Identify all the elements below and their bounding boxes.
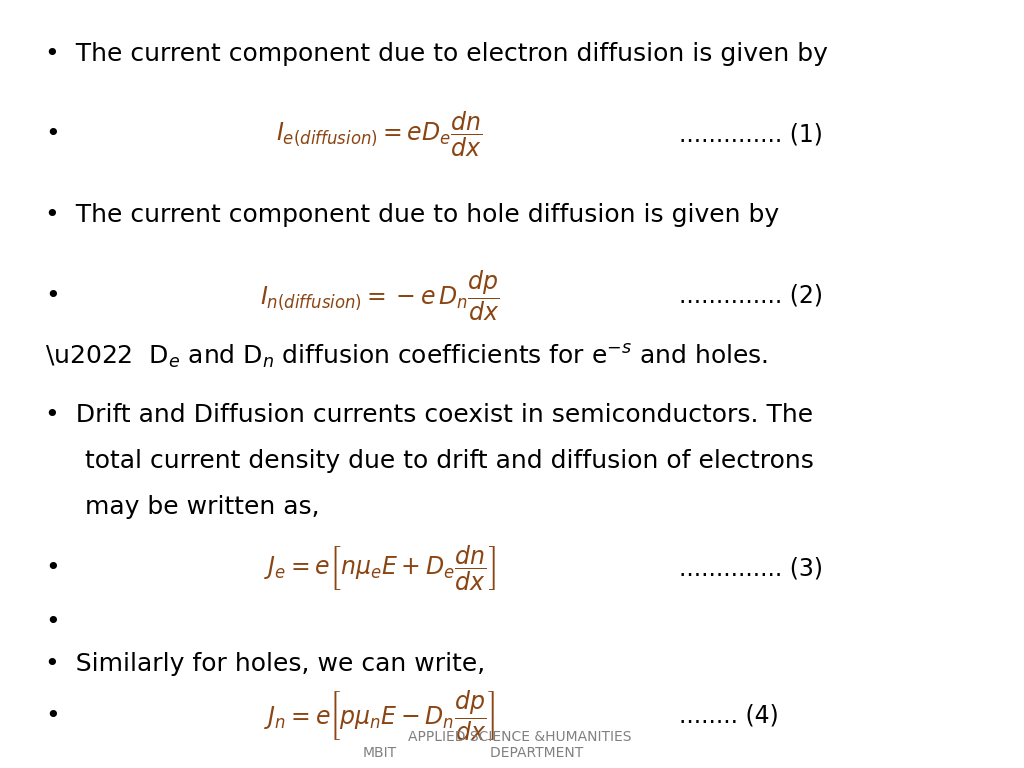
Text: •  Similarly for holes, we can write,: • Similarly for holes, we can write,	[45, 652, 485, 677]
Text: $I_{e(diffusion)} = eD_e\dfrac{dn}{dx}$: $I_{e(diffusion)} = eD_e\dfrac{dn}{dx}$	[276, 110, 482, 159]
Text: .............. (2): .............. (2)	[679, 283, 823, 308]
Text: $J_e = e\left[n\mu_e E + D_e\dfrac{dn}{dx}\right]$: $J_e = e\left[n\mu_e E + D_e\dfrac{dn}{d…	[264, 544, 496, 593]
Text: •: •	[45, 610, 59, 634]
Text: may be written as,: may be written as,	[85, 495, 319, 519]
Text: $J_n = e\left[p\mu_n E - D_n\dfrac{dp}{dx}\right]$: $J_n = e\left[p\mu_n E - D_n\dfrac{dp}{d…	[264, 689, 495, 743]
Text: APPLIED SCIENCE &HUMANITIES
        DEPARTMENT: APPLIED SCIENCE &HUMANITIES DEPARTMENT	[408, 730, 631, 760]
Text: •: •	[45, 122, 59, 147]
Text: •  The current component due to electron diffusion is given by: • The current component due to electron …	[45, 41, 827, 66]
Text: .............. (1): .............. (1)	[679, 122, 823, 147]
Text: •: •	[45, 703, 59, 728]
Text: \u2022  D$_e$ and D$_n$ diffusion coefficients for e$^{-s}$ and holes.: \u2022 D$_e$ and D$_n$ diffusion coeffic…	[45, 343, 768, 371]
Text: ........ (4): ........ (4)	[679, 703, 779, 728]
Text: MBIT: MBIT	[362, 746, 396, 760]
Text: •  The current component due to hole diffusion is given by: • The current component due to hole diff…	[45, 203, 779, 227]
Text: •: •	[45, 556, 59, 581]
Text: •  Drift and Diffusion currents coexist in semiconductors. The: • Drift and Diffusion currents coexist i…	[45, 402, 813, 427]
Text: $I_{n(diffusion)} = -e\, D_n\dfrac{dp}{dx}$: $I_{n(diffusion)} = -e\, D_n\dfrac{dp}{d…	[260, 269, 500, 323]
Text: .............. (3): .............. (3)	[679, 556, 823, 581]
Text: •: •	[45, 283, 59, 308]
Text: total current density due to drift and diffusion of electrons: total current density due to drift and d…	[85, 449, 814, 473]
